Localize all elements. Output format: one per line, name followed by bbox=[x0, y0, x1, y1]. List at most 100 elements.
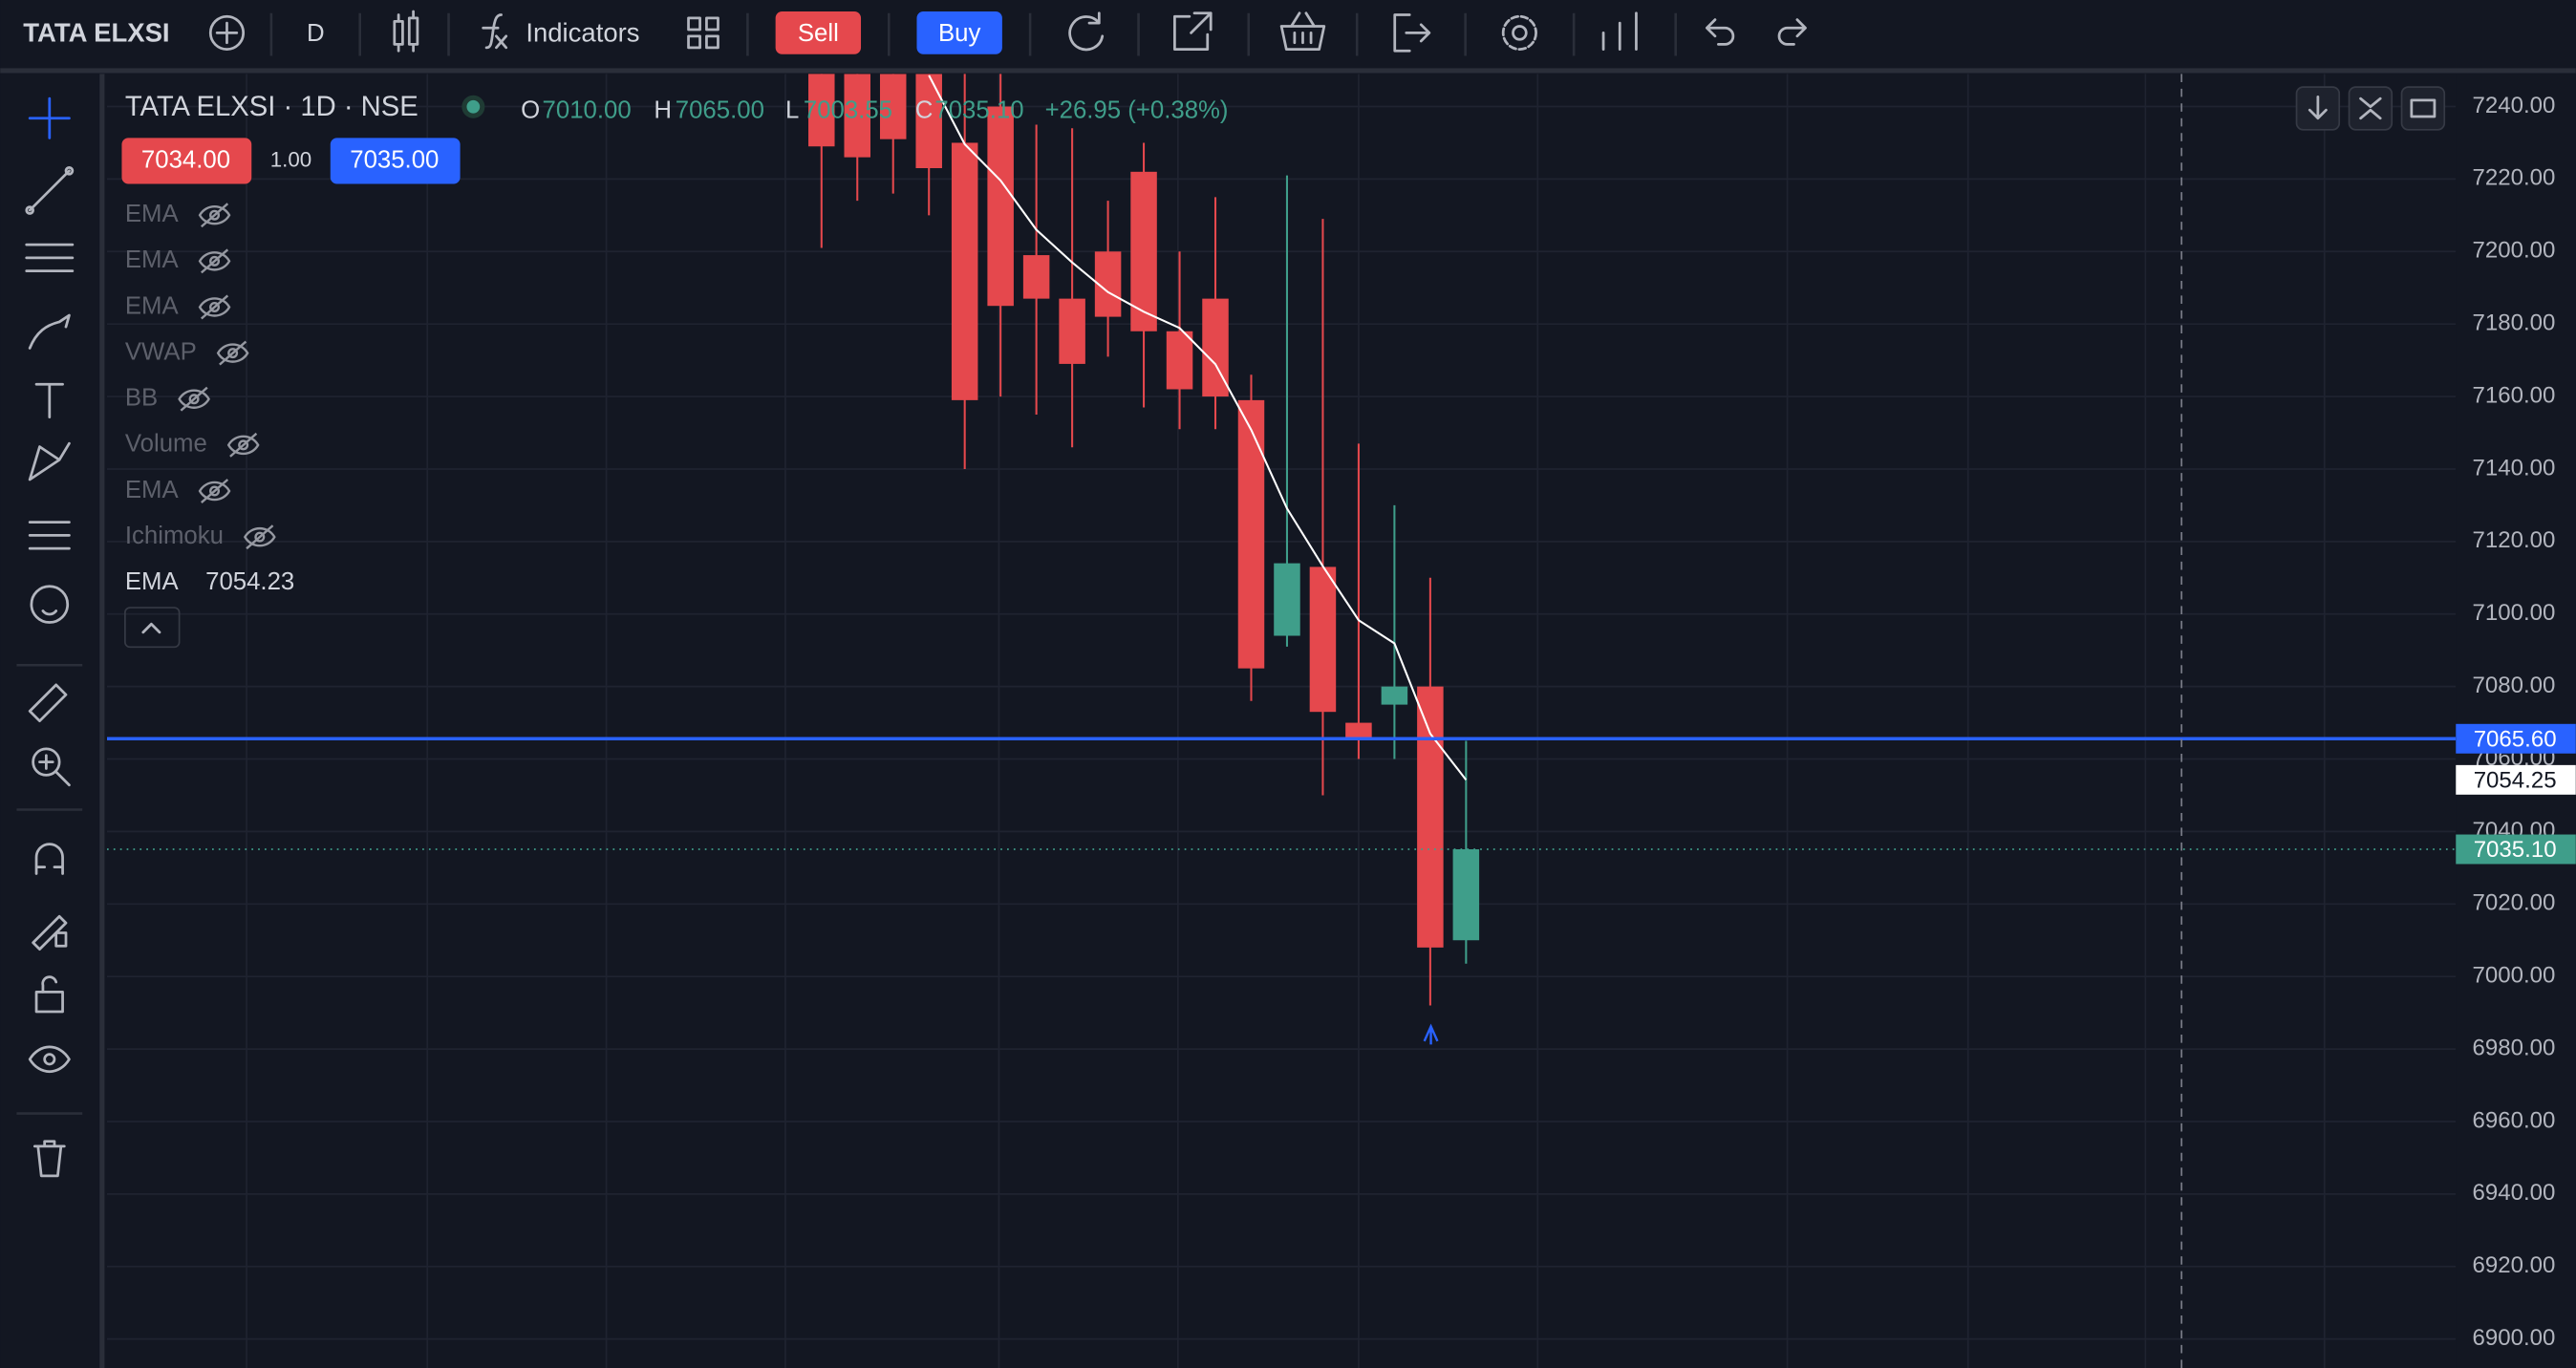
marker-arrow bbox=[1423, 1023, 1439, 1045]
indicator-name: Ichimoku bbox=[125, 523, 224, 549]
fx-icon[interactable] bbox=[482, 13, 508, 50]
price-tag-label: 7054.25 bbox=[2474, 767, 2557, 793]
candle-body bbox=[915, 74, 942, 169]
candle-body bbox=[1237, 399, 1265, 669]
exit[interactable] bbox=[1393, 13, 1431, 53]
y-tick-label: 7140.00 bbox=[2472, 455, 2555, 481]
candle-body bbox=[987, 106, 1014, 307]
ohlc-value: 7065.00 bbox=[676, 97, 764, 124]
indicator-name: EMA bbox=[125, 246, 180, 273]
indicator-name: Volume bbox=[125, 431, 207, 458]
drawing-tools[interactable] bbox=[25, 96, 75, 1178]
ohlc-key: C bbox=[915, 97, 934, 124]
price-tag bbox=[2456, 834, 2576, 865]
candle-body bbox=[1022, 255, 1050, 299]
y-tick-label: 7160.00 bbox=[2472, 382, 2555, 408]
button-icons bbox=[2308, 96, 2436, 120]
y-tick-label: 7100.00 bbox=[2472, 600, 2555, 626]
indicator-name: EMA bbox=[125, 568, 180, 595]
visibility-toggle[interactable] bbox=[198, 479, 231, 503]
candle-body bbox=[1309, 566, 1337, 713]
eye-pupil bbox=[238, 439, 249, 451]
bid-price: 7034.00 bbox=[141, 146, 230, 173]
basket[interactable] bbox=[1279, 11, 1326, 51]
ask-price: 7035.00 bbox=[350, 146, 439, 173]
eye-pupil bbox=[188, 394, 200, 405]
chart-buttons[interactable] bbox=[2295, 86, 2446, 131]
y-tick-label: 7180.00 bbox=[2472, 310, 2555, 336]
indicators-button[interactable]: Indicators bbox=[526, 17, 639, 47]
ohlc-value: 7035.10 bbox=[934, 97, 1023, 124]
undo[interactable] bbox=[1705, 18, 1735, 46]
eye-icon bbox=[178, 386, 210, 412]
share[interactable] bbox=[1173, 11, 1213, 51]
price-tag bbox=[2456, 764, 2576, 795]
candle-body bbox=[879, 74, 907, 139]
sell-label: Sell bbox=[798, 20, 839, 47]
eye-pupil bbox=[209, 301, 221, 312]
fullscreen-button[interactable] bbox=[2400, 86, 2446, 131]
indicator-name: VWAP bbox=[125, 338, 197, 365]
sell-button[interactable] bbox=[775, 11, 862, 54]
eye-pupil bbox=[209, 485, 221, 497]
eye-pupil bbox=[209, 209, 221, 221]
templates[interactable] bbox=[687, 16, 719, 50]
symbol[interactable]: TATA ELXSI bbox=[23, 17, 169, 47]
visibility-toggle[interactable] bbox=[243, 524, 276, 550]
plot bbox=[106, 74, 2457, 1006]
ohlc: O 7010.00 H 7065.00 L 7003.55 C 7035.10 … bbox=[521, 97, 1228, 124]
collapse-legend[interactable] bbox=[124, 607, 181, 649]
interval[interactable]: D bbox=[307, 20, 325, 47]
collapse-button[interactable] bbox=[2348, 86, 2394, 131]
price-axis bbox=[2456, 74, 2576, 1368]
layout-bars[interactable] bbox=[1601, 11, 1638, 51]
price-axis-labels: 7240.00 7220.00 7200.00 7180.00 7160.00 7140.… bbox=[2456, 93, 2576, 1351]
candle-body bbox=[1130, 171, 1157, 331]
ohlc-key: L bbox=[785, 97, 799, 124]
candle-body bbox=[1274, 563, 1300, 636]
ohlc-value: 7010.00 bbox=[543, 97, 632, 124]
add-symbol[interactable] bbox=[208, 14, 246, 51]
bid-box[interactable] bbox=[121, 138, 252, 184]
y-tick-label: 7020.00 bbox=[2472, 890, 2555, 916]
candle-body bbox=[1417, 686, 1444, 948]
redo[interactable] bbox=[1777, 18, 1807, 46]
top-toolbar bbox=[0, 0, 2576, 70]
candle-body bbox=[951, 142, 978, 400]
y-tick-label: 6940.00 bbox=[2472, 1180, 2555, 1206]
buy-button[interactable] bbox=[916, 11, 1002, 54]
eye-icon bbox=[198, 294, 231, 320]
chart-type[interactable] bbox=[393, 10, 419, 53]
left-toolbar bbox=[0, 74, 99, 1368]
visibility-toggle[interactable] bbox=[198, 203, 231, 228]
visibility-toggle[interactable] bbox=[198, 248, 231, 274]
candle-body bbox=[1166, 331, 1193, 390]
y-tick-label: 6980.00 bbox=[2472, 1035, 2555, 1060]
quantity: 1.00 bbox=[270, 147, 311, 171]
eye-icon bbox=[216, 340, 249, 366]
settings[interactable] bbox=[1501, 14, 1537, 51]
status-dot bbox=[466, 99, 481, 114]
visibility-toggle[interactable] bbox=[226, 432, 260, 458]
visibility-toggle[interactable] bbox=[216, 340, 249, 366]
candle-body bbox=[1059, 298, 1085, 364]
refresh[interactable] bbox=[1068, 11, 1105, 52]
ask-box[interactable] bbox=[330, 138, 461, 184]
candle-body bbox=[1345, 722, 1372, 737]
y-tick-label: 7000.00 bbox=[2472, 963, 2555, 989]
eye-pupil bbox=[227, 348, 239, 359]
y-tick-label: 7080.00 bbox=[2472, 673, 2555, 698]
eye-icon bbox=[243, 524, 276, 550]
y-tick-label: 7200.00 bbox=[2472, 238, 2555, 264]
ohlc-key: O bbox=[521, 97, 540, 124]
ohlc-value: 7003.55 bbox=[804, 97, 892, 124]
y-tick-label: 7220.00 bbox=[2472, 165, 2555, 191]
y-tick-label: 6920.00 bbox=[2472, 1252, 2555, 1278]
ohlc-key: H bbox=[654, 97, 672, 124]
visibility-toggle[interactable] bbox=[178, 386, 210, 412]
chart-legend-title: TATA ELXSI · 1D · NSE bbox=[125, 92, 419, 122]
visibility-toggle[interactable] bbox=[198, 294, 231, 320]
y-tick-label: 7120.00 bbox=[2472, 527, 2555, 553]
